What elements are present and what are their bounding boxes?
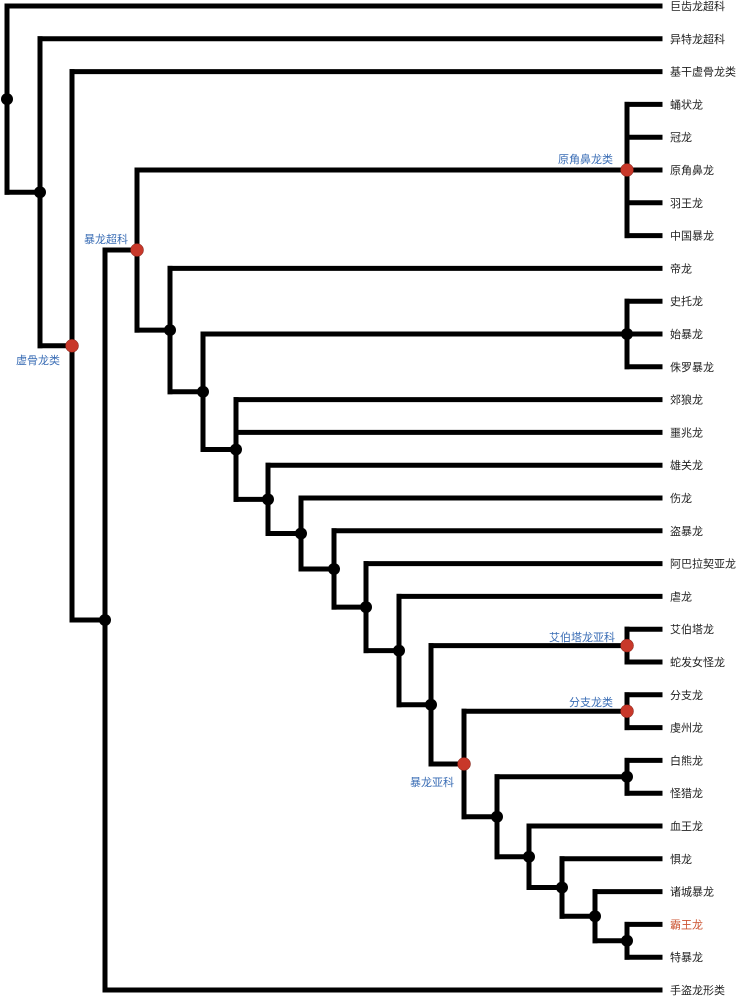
clade-label-albertosaurinae: 艾伯塔龙亚科 [549,630,615,644]
node-dot [621,934,633,947]
leaf-label: 手盗龙形类 [670,983,725,997]
clade-label-alioramini: 分支龙类 [569,695,613,709]
node-dot [393,644,405,657]
node-dot [556,881,568,894]
tree-branches [4,3,663,993]
leaf-label: 虐龙 [670,590,692,603]
leaf-label: 史托龙 [670,294,703,308]
leaf-label: 血王龙 [670,819,703,833]
leaf-label: 原角鼻龙 [670,163,714,177]
leaf-label: 伤龙 [670,492,692,505]
leaf-label: 侏罗暴龙 [670,361,714,374]
leaf-label: 分支龙 [670,689,703,702]
leaf-label: 帝龙 [670,261,692,275]
node-dot [1,93,13,106]
node-dot [99,614,111,627]
leaf-label: 郊狼龙 [670,393,703,407]
leaf-label: 始暴龙 [670,327,703,341]
node-dot [262,493,274,506]
node-dot [164,324,176,337]
tree-nodes [1,93,634,947]
leaf-label: 羽王龙 [670,197,703,210]
clade-label-tyrannosaurinae: 暴龙亚科 [410,775,454,789]
clade-node-proceratosauridae [620,163,634,177]
node-dot [295,527,307,540]
leaf-label: 雄关龙 [670,458,703,472]
leaf-label: 诸城暴龙 [670,886,714,899]
clade-node-albertosaurinae [620,638,634,653]
clade-node-tyrannosaurinae [457,757,471,771]
leaf-label: 白熊龙 [670,753,703,767]
clade-node-alioramini [620,704,634,718]
leaf-label: 冠龙 [670,131,692,144]
node-dot [589,910,601,923]
clade-label-tyrannosauroidea: 暴龙超科 [84,232,128,246]
node-dot [197,385,209,398]
clade-node-tyrannosauroidea [130,243,144,257]
leaf-labels: 巨齿龙超科异特龙超科基干虚骨龙类蛹状龙冠龙原角鼻龙羽王龙中国暴龙帝龙史托龙始暴龙… [670,0,736,997]
leaf-label: 噩兆龙 [670,426,703,439]
clade-node-coelurosauria [65,339,79,353]
clade-label-coelurosauria: 虚骨龙类 [16,353,60,367]
leaf-label: 中国暴龙 [670,230,714,243]
leaf-label: 霸王龙 [670,918,703,931]
leaf-label: 惧龙 [670,852,692,866]
leaf-label: 虔州龙 [670,722,703,735]
leaf-label: 阿巴拉契亚龙 [670,557,736,571]
leaf-label: 怪猎龙 [670,786,703,800]
leaf-label: 蛇发女怪龙 [670,655,725,669]
node-dot [523,850,535,863]
leaf-label: 特暴龙 [670,950,703,964]
node-dot [230,443,242,456]
node-dot [425,698,437,711]
leaf-label: 蛹状龙 [670,97,703,111]
leaf-label: 基干虚骨龙类 [670,65,736,79]
node-dot [34,186,46,199]
node-dot [491,810,503,823]
leaf-label: 巨齿龙超科 [670,0,725,13]
leaf-label: 艾伯塔龙 [670,622,714,636]
node-dot [621,770,633,783]
node-dot [328,562,340,575]
leaf-label: 异特龙超科 [670,32,725,46]
clade-label-proceratosauridae: 原角鼻龙类 [558,152,613,166]
leaf-label: 盗暴龙 [670,525,703,538]
node-dot [621,328,633,340]
node-dot [360,601,372,614]
